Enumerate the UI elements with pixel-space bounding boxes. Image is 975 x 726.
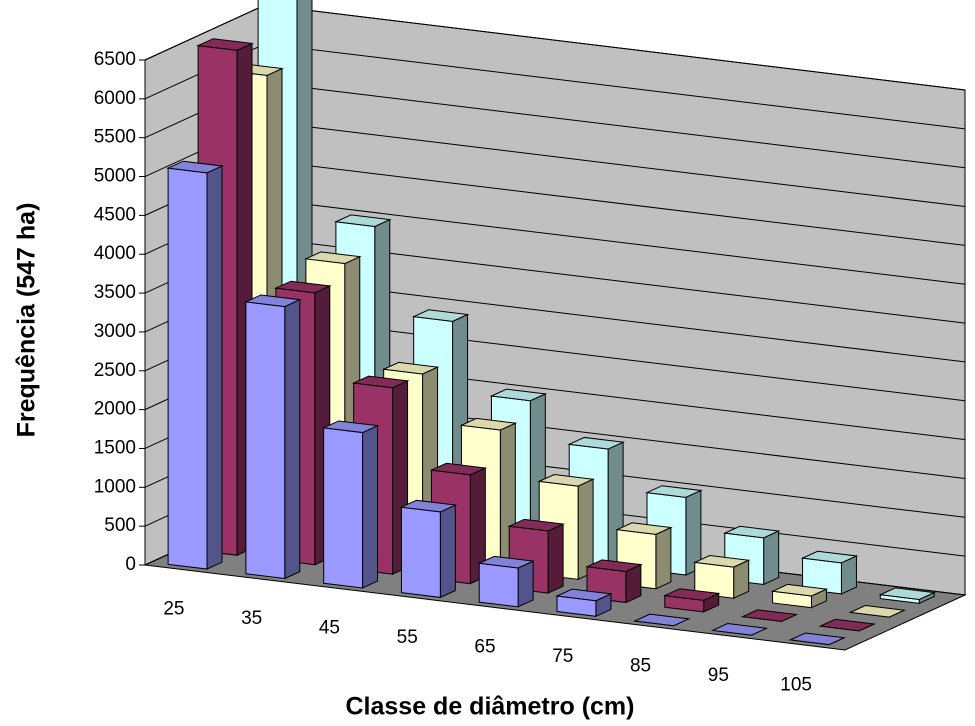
bar-top [351, 375, 410, 389]
bar [692, 555, 751, 599]
bar-top [537, 473, 595, 487]
bar-top [740, 609, 799, 622]
bar-top [710, 623, 769, 636]
bar [800, 550, 859, 595]
y-tick-label: 0 [125, 554, 136, 575]
x-tick-label: 95 [708, 665, 729, 686]
bar-top [166, 160, 224, 174]
bar [555, 588, 613, 618]
x-tick-label: 25 [163, 599, 184, 620]
bar-top [662, 588, 721, 601]
bar-side [362, 424, 379, 589]
bar [321, 420, 380, 589]
bar [740, 609, 799, 622]
bar-side [517, 560, 534, 608]
bar [818, 618, 877, 632]
bar-top [399, 499, 458, 513]
bar [788, 632, 847, 646]
y-tick-label: 3000 [94, 321, 136, 342]
bar-side [655, 526, 672, 590]
bar-top [196, 38, 254, 51]
bar-top [334, 214, 392, 227]
bar-top [274, 280, 332, 294]
bar-front [400, 506, 441, 598]
y-tick-label: 500 [104, 515, 136, 536]
y-tick-label: 4000 [94, 243, 136, 264]
y-tick-label: 5500 [94, 127, 136, 148]
bar-top [632, 613, 691, 627]
y-tick-label: 5000 [94, 166, 136, 187]
y-tick-label: 3500 [94, 282, 136, 303]
bar-top [585, 559, 643, 572]
bar-top [489, 388, 548, 402]
x-tick-label: 45 [319, 618, 340, 639]
bar-side [577, 478, 594, 581]
bar [244, 294, 302, 580]
bar-top [555, 588, 613, 602]
bar-top [411, 309, 470, 322]
bar [878, 587, 937, 605]
bar-top [645, 485, 703, 498]
bar-side [547, 523, 564, 594]
y-axis-title: Frequência (547 ha) [13, 203, 41, 438]
bar-front [323, 427, 364, 589]
bar-top [507, 518, 565, 532]
bar-side [284, 298, 301, 580]
bar [632, 613, 691, 627]
bar-top [770, 583, 829, 597]
bar-side [206, 165, 223, 570]
bar-front [478, 562, 519, 608]
bar [166, 160, 224, 570]
bar-top [878, 587, 937, 600]
x-axis-title: Classe de diâmetro (cm) [346, 693, 635, 721]
bar [662, 588, 721, 613]
bar-top [429, 462, 488, 476]
bar-top [722, 525, 781, 539]
bar-top [818, 618, 877, 632]
bar [399, 499, 458, 599]
y-tick-label: 2500 [94, 360, 136, 381]
bar-top [567, 436, 625, 450]
bar-side [439, 504, 456, 599]
x-tick-label: 35 [241, 608, 262, 629]
bar-top [459, 417, 518, 431]
bar [477, 555, 535, 608]
bar-front [167, 167, 208, 570]
bar-top [615, 522, 673, 535]
bar-top [848, 604, 907, 618]
bar-top [244, 294, 302, 308]
bar-top [692, 555, 751, 568]
x-tick-label: 105 [780, 674, 812, 695]
bar-top [800, 550, 859, 564]
y-tick-label: 2000 [94, 399, 136, 420]
y-tick-label: 4500 [94, 204, 136, 225]
bar [848, 604, 907, 618]
y-tick-label: 1000 [94, 476, 136, 497]
x-tick-label: 65 [474, 637, 495, 658]
x-tick-label: 85 [630, 655, 651, 676]
bar-top [381, 361, 440, 375]
bar [585, 559, 643, 604]
bar-top [477, 555, 535, 569]
bar [710, 623, 769, 636]
bar-front [245, 301, 286, 580]
y-tick-label: 6000 [94, 88, 136, 109]
y-tick-label: 6500 [94, 49, 136, 70]
bar-top [788, 632, 847, 646]
bar-top [304, 251, 362, 265]
y-tick-label: 1500 [94, 437, 136, 458]
bar-top [321, 420, 380, 434]
bar-side [763, 530, 780, 586]
bar [770, 583, 829, 609]
x-tick-label: 55 [397, 627, 418, 648]
x-tick-label: 75 [552, 646, 573, 667]
